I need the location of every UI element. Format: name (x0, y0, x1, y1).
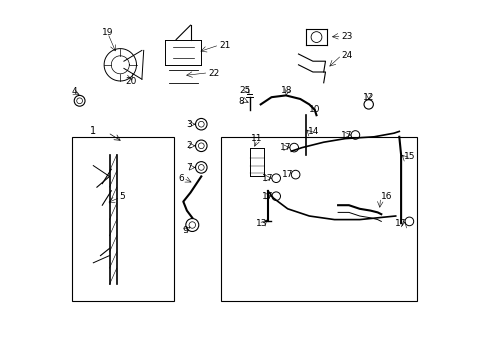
Text: 2: 2 (185, 141, 191, 150)
Text: 17: 17 (394, 219, 406, 228)
Text: 17: 17 (262, 192, 273, 201)
Text: 20: 20 (125, 77, 137, 86)
Text: 4: 4 (72, 87, 77, 96)
Text: 16: 16 (380, 192, 391, 201)
Text: 19: 19 (102, 28, 113, 37)
Text: 21: 21 (219, 41, 230, 50)
Bar (221, 137, 416, 301)
Text: 1: 1 (90, 126, 96, 136)
Bar (72, 137, 174, 301)
Text: 17: 17 (262, 174, 273, 183)
Text: 17: 17 (341, 131, 352, 140)
Text: 6: 6 (178, 174, 184, 183)
Text: 3: 3 (185, 120, 191, 129)
Text: 11: 11 (251, 134, 263, 143)
Text: 8: 8 (238, 97, 244, 106)
Text: 17: 17 (282, 170, 293, 179)
Text: 12: 12 (362, 93, 374, 102)
Text: 18: 18 (281, 86, 292, 95)
Text: 9: 9 (182, 226, 187, 235)
Text: 13: 13 (256, 220, 267, 229)
Text: 22: 22 (208, 69, 219, 78)
Text: 15: 15 (403, 152, 414, 161)
Text: 5: 5 (119, 192, 125, 201)
Text: 10: 10 (308, 105, 320, 114)
Text: 7: 7 (185, 163, 191, 172)
Text: 14: 14 (307, 127, 318, 136)
Text: 17: 17 (280, 143, 291, 152)
Text: 23: 23 (341, 32, 352, 41)
Text: 25: 25 (239, 86, 250, 95)
Text: 24: 24 (341, 51, 352, 60)
